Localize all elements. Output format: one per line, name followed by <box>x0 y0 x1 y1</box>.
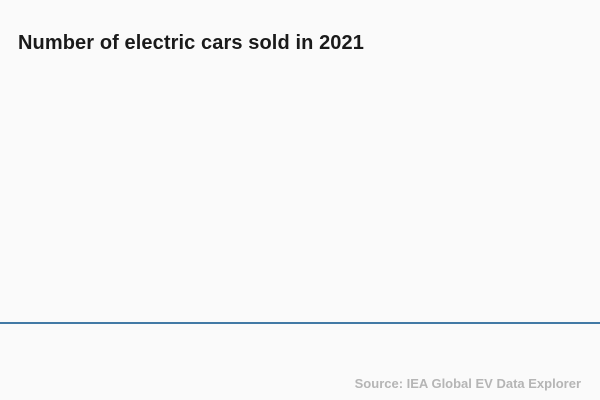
chart-title: Number of electric cars sold in 2021 <box>18 32 364 54</box>
x-axis-baseline <box>0 322 600 324</box>
plot-area <box>0 60 600 323</box>
source-attribution: Source: IEA Global EV Data Explorer <box>354 376 581 391</box>
